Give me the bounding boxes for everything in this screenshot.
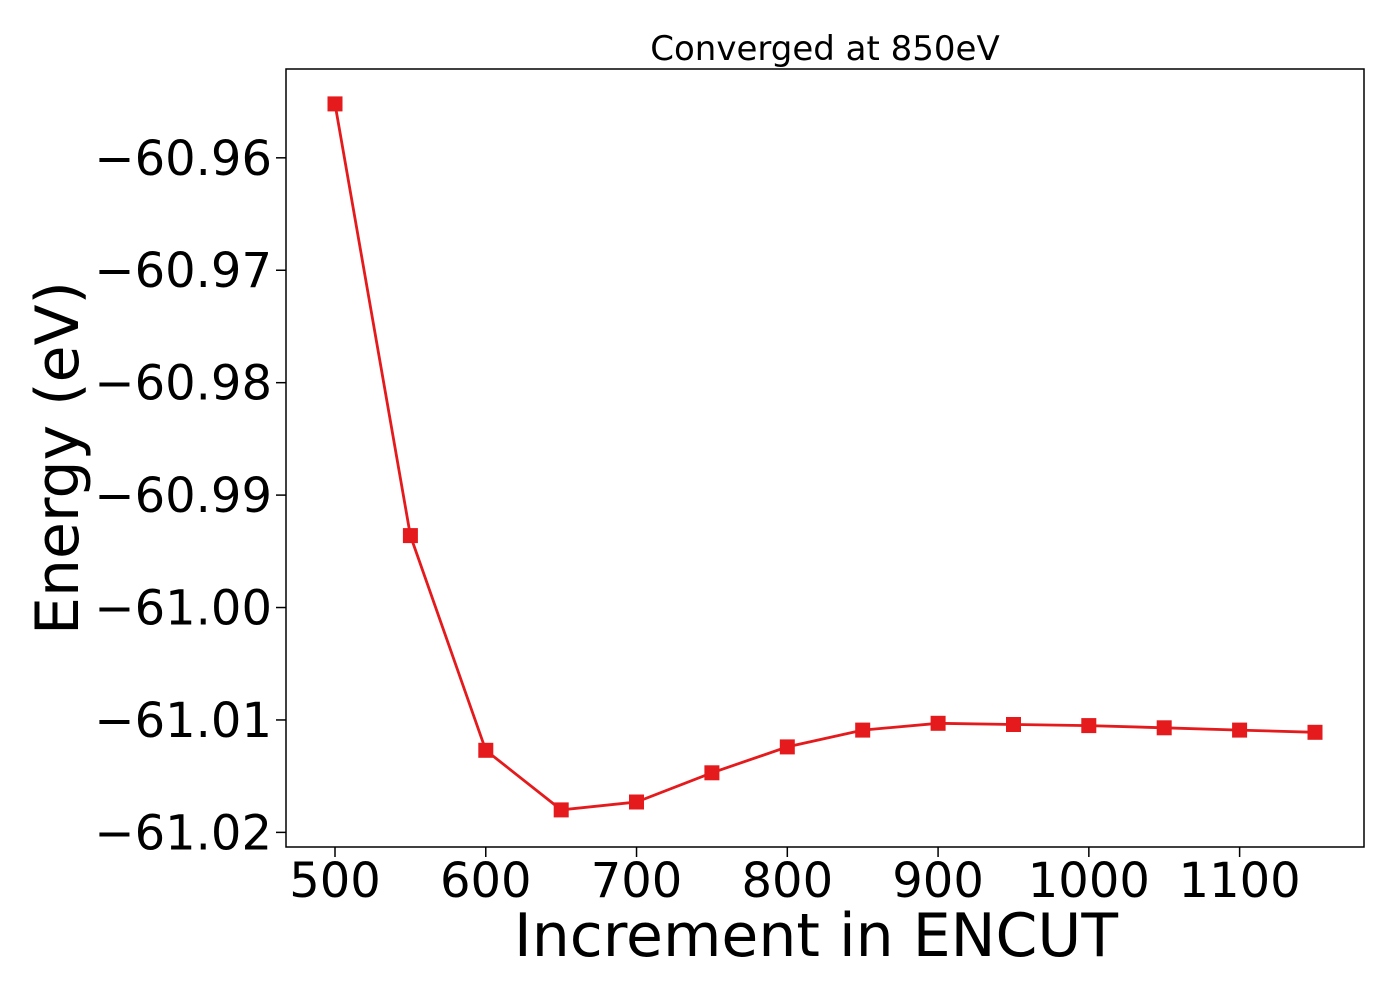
data-point-marker: [327, 96, 343, 112]
data-point-marker: [402, 528, 418, 544]
y-tick-label: −60.97: [94, 243, 272, 299]
y-tick-label: −60.96: [94, 131, 272, 187]
series-line: [333, 103, 1316, 812]
data-point-marker: [1232, 722, 1248, 738]
x-tick-label: 700: [591, 853, 683, 909]
data-point-marker: [1081, 718, 1097, 734]
data-point-marker: [1006, 717, 1021, 732]
data-point-marker: [855, 722, 871, 738]
x-tick-label: 1000: [1028, 853, 1150, 909]
data-point-marker: [553, 802, 569, 818]
y-tick-label: −61.02: [94, 805, 272, 861]
y-axis-label: Energy (eV): [23, 281, 93, 635]
y-tick-label: −61.01: [94, 693, 272, 749]
data-point-marker: [629, 794, 644, 810]
data-point-marker: [478, 742, 494, 758]
x-axis-label: Increment in ENCUT: [514, 901, 1118, 971]
series-layer: [327, 96, 1323, 818]
x-tick-label: 600: [440, 853, 532, 909]
y-tick-label: −60.99: [94, 468, 272, 524]
data-point-marker: [1156, 720, 1172, 736]
x-axis-ticks: 500 600 700 800 900 1000 1100: [289, 847, 1301, 909]
chart-title: Converged at 850eV: [650, 29, 999, 69]
data-point-marker: [1307, 724, 1323, 740]
y-tick-label: −60.98: [94, 356, 272, 412]
plot-area-frame: [285, 68, 1365, 848]
x-tick-label: 800: [741, 853, 833, 909]
x-tick-label: 1100: [1179, 853, 1301, 909]
x-tick-label: 900: [892, 853, 984, 909]
y-tick-label: −61.00: [94, 581, 272, 637]
data-point-marker: [779, 739, 795, 755]
y-axis-ticks: −60.96 −60.97 −60.98 −60.99 −61.00 −61.01 −61.…: [94, 131, 286, 861]
data-point-marker: [930, 715, 946, 731]
data-point-marker: [704, 765, 720, 781]
x-tick-label: 500: [289, 853, 381, 909]
